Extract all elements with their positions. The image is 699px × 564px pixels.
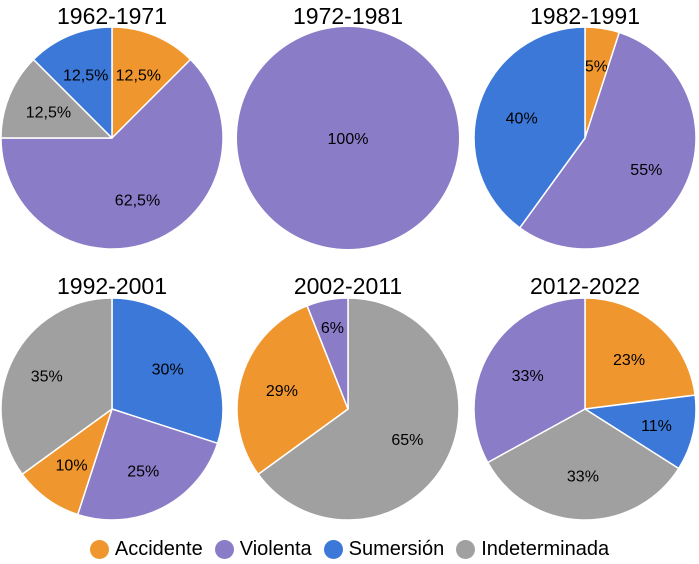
slice-label-violenta: 62,5% (115, 193, 160, 210)
pie-slice-violenta (237, 27, 459, 249)
slice-label-indeterminada: 65% (391, 432, 423, 449)
pie-slice-violenta (519, 31, 697, 250)
pie-chart-1982-1991: 1982-1991 5% 55% 40% (473, 3, 697, 250)
slice-label-indeterminada: 12,5% (26, 105, 71, 122)
legend-item-indeterminada: Indeterminada (456, 538, 609, 561)
pie-slice-indeterminada (0, 58, 113, 139)
legend-swatch-violenta (214, 539, 234, 559)
pie-chart-2002-2011: 2002-2011 65% 29% 6% (236, 273, 460, 521)
pie-chart-1992-2001: 1992-2001 30% 25% 10% 35% (0, 273, 224, 521)
pie-slice-indeterminada (257, 297, 460, 521)
pie-charts-grid: 1962-1971 12,5% 62,5% 12,5% 12,5% 1972-1981 10… (0, 3, 697, 521)
slice-label-accidente: 5% (585, 59, 608, 76)
pie-title: 2012-2022 (530, 273, 640, 299)
pie-slice-accidente (111, 26, 192, 139)
legend-item-sumersion: Sumersión (323, 537, 445, 561)
legend-item-accidente: Accidente (89, 537, 203, 561)
legend-label-violenta: Violenta (239, 537, 312, 560)
pie-slice-sumersi-n (584, 394, 697, 470)
pie-title: 1992-2001 (57, 273, 167, 299)
pie-slice-indeterminada (0, 297, 113, 475)
pie-slice-accidente (236, 305, 349, 475)
slice-label-accidente: 23% (613, 352, 645, 369)
chart-legend: Accidente Violenta Sumersión Indetermina… (0, 534, 699, 564)
slice-label-violenta: 33% (512, 368, 544, 385)
legend-item-violenta: Violenta (214, 537, 312, 561)
pie-chart-2012-2022: 2012-2022 23% 11% 33% 33% (473, 273, 697, 521)
slice-label-sumersi-n: 40% (506, 110, 538, 127)
legend-label-accidente: Accidente (114, 537, 203, 560)
pie-chart-1962-1971: 1962-1971 12,5% 62,5% 12,5% 12,5% (0, 3, 224, 250)
pie-slice-accidente (584, 297, 696, 410)
pie-slice-sumersi-n (32, 26, 113, 139)
slice-label-accidente: 12,5% (116, 67, 161, 84)
pie-chart-1972-1981: 1972-1981 100% (237, 3, 459, 249)
pie-title: 1982-1991 (530, 3, 640, 29)
slice-label-accidente: 29% (266, 383, 298, 400)
pie-title: 1962-1971 (57, 3, 167, 29)
legend-swatch-indeterminada (456, 539, 476, 559)
pie-slice-violenta (76, 408, 219, 521)
slice-label-sumersi-n: 12,5% (63, 67, 108, 84)
slice-label-indeterminada: 33% (567, 469, 599, 486)
pie-title: 2002-2011 (294, 273, 402, 299)
legend-swatch-sumersion (323, 539, 343, 559)
slice-label-violenta: 6% (321, 320, 344, 337)
slice-label-indeterminada: 35% (31, 369, 63, 386)
pie-slice-violenta (306, 297, 349, 410)
slice-label-accidente: 10% (56, 458, 88, 475)
pie-slice-violenta (0, 58, 224, 250)
slice-label-sumersi-n: 30% (152, 362, 184, 379)
slice-label-sumersi-n: 11% (641, 418, 672, 435)
pie-slice-sumersi-n (111, 297, 224, 445)
pie-slice-violenta (473, 297, 586, 464)
slice-label-violenta: 100% (328, 131, 369, 148)
slice-label-violenta: 55% (630, 162, 662, 179)
legend-label-indeterminada: Indeterminada (481, 537, 610, 560)
legend-label-sumersion: Sumersión (348, 537, 445, 560)
pie-title: 1972-1981 (293, 3, 403, 29)
slice-label-violenta: 25% (127, 463, 159, 480)
pie-slice-sumersi-n (473, 26, 586, 229)
legend-swatch-accidente (89, 539, 109, 559)
